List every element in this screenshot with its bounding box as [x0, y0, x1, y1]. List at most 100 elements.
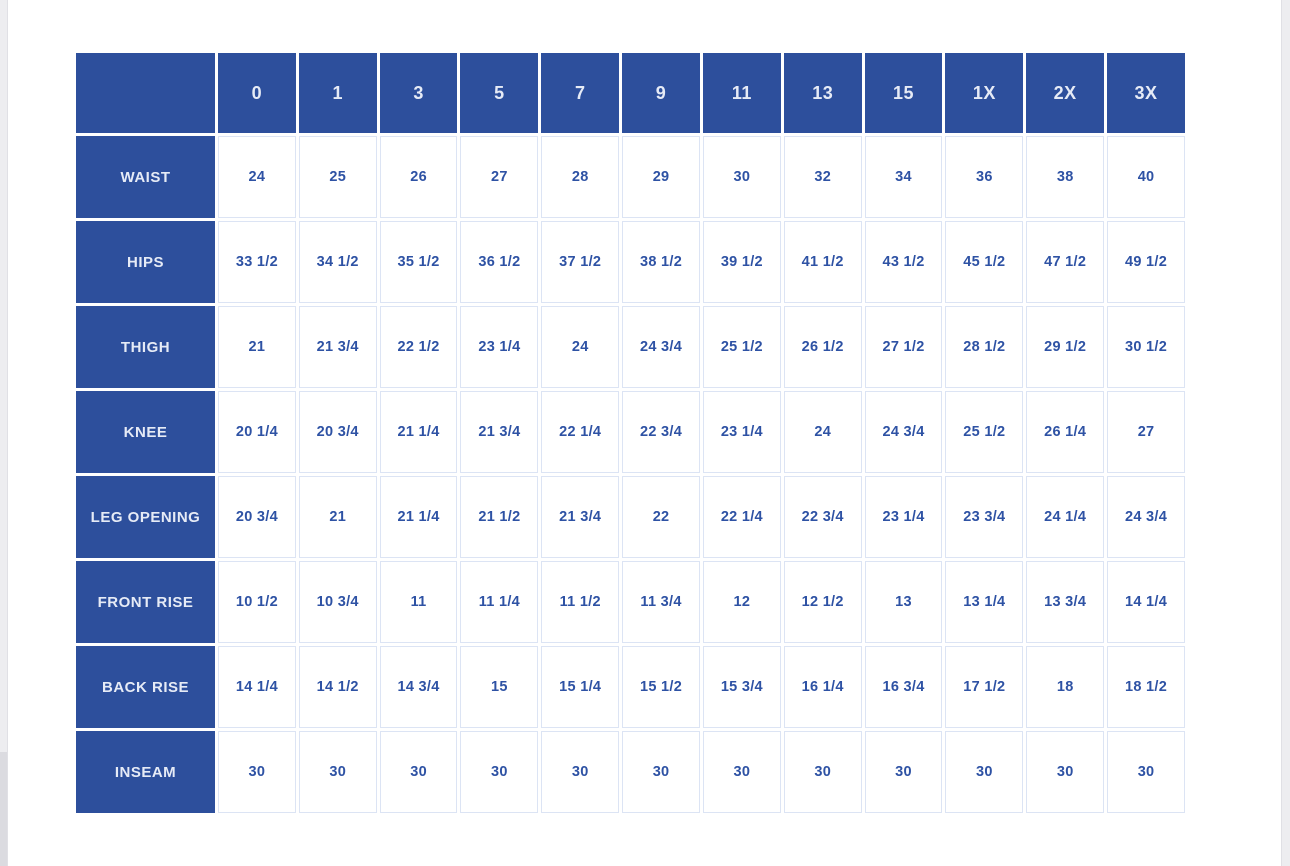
table-cell: 21 1/4 — [379, 391, 458, 473]
table-cell: 14 1/4 — [1107, 561, 1185, 643]
table-cell: 41 1/2 — [783, 221, 862, 303]
table-cell: 30 — [783, 731, 862, 813]
table-cell: 15 1/4 — [541, 646, 620, 728]
column-header-7: 7 — [541, 53, 620, 133]
table-row-waist: WAIST 24 25 26 27 28 29 30 32 34 36 38 40 — [76, 136, 1185, 218]
table-cell: 11 1/2 — [541, 561, 620, 643]
table-row-inseam: INSEAM 30 30 30 30 30 30 30 30 30 30 30 30 — [76, 731, 1185, 813]
table-cell: 30 — [1107, 731, 1185, 813]
table-cell: 25 1/2 — [945, 391, 1024, 473]
table-cell: 24 3/4 — [1107, 476, 1185, 558]
column-header-9: 9 — [622, 53, 700, 133]
table-cell: 49 1/2 — [1107, 221, 1185, 303]
table-cell: 11 3/4 — [622, 561, 700, 643]
table-cell: 20 3/4 — [298, 391, 377, 473]
table-cell: 22 1/4 — [702, 476, 781, 558]
column-header-1: 1 — [298, 53, 377, 133]
table-cell: 13 — [864, 561, 943, 643]
table-cell: 20 3/4 — [218, 476, 296, 558]
table-row-back-rise: BACK RISE 14 1/4 14 1/2 14 3/4 15 15 1/4 15 1/… — [76, 646, 1185, 728]
table-cell: 24 1/4 — [1026, 476, 1105, 558]
scrollbar-thumb[interactable] — [0, 752, 7, 866]
row-label: KNEE — [76, 391, 215, 473]
table-cell: 47 1/2 — [1026, 221, 1105, 303]
table-cell: 22 — [622, 476, 700, 558]
column-header-3x: 3X — [1107, 53, 1185, 133]
table-cell: 33 1/2 — [218, 221, 296, 303]
table-cell: 23 1/4 — [864, 476, 943, 558]
table-cell: 39 1/2 — [702, 221, 781, 303]
table-cell: 30 — [541, 731, 620, 813]
table-cell: 26 1/2 — [783, 306, 862, 388]
table-cell: 21 1/4 — [379, 476, 458, 558]
table-cell: 34 1/2 — [298, 221, 377, 303]
row-label: HIPS — [76, 221, 215, 303]
table-cell: 20 1/4 — [218, 391, 296, 473]
table-cell: 25 1/2 — [702, 306, 781, 388]
table-cell: 21 — [218, 306, 296, 388]
column-header-15: 15 — [864, 53, 943, 133]
table-cell: 18 1/2 — [1107, 646, 1185, 728]
table-cell: 30 — [702, 136, 781, 218]
table-cell: 24 — [783, 391, 862, 473]
table-cell: 15 3/4 — [702, 646, 781, 728]
table-cell: 14 3/4 — [379, 646, 458, 728]
table-cell: 45 1/2 — [945, 221, 1024, 303]
table-cell: 13 1/4 — [945, 561, 1024, 643]
header-row: 0 1 3 5 7 9 11 13 15 1X 2X 3X — [76, 53, 1185, 133]
table-cell: 40 — [1107, 136, 1185, 218]
table-row-front-rise: FRONT RISE 10 1/2 10 3/4 11 11 1/4 11 1/2 11 3… — [76, 561, 1185, 643]
table-cell: 35 1/2 — [379, 221, 458, 303]
table-row-thigh: THIGH 21 21 3/4 22 1/2 23 1/4 24 24 3/4 25 1/2 2… — [76, 306, 1185, 388]
table-cell: 12 1/2 — [783, 561, 862, 643]
table-cell: 36 1/2 — [460, 221, 539, 303]
table-cell: 27 1/2 — [864, 306, 943, 388]
table-cell: 21 3/4 — [460, 391, 539, 473]
table-cell: 38 — [1026, 136, 1105, 218]
table-cell: 30 — [1026, 731, 1105, 813]
table-cell: 17 1/2 — [945, 646, 1024, 728]
table-cell: 24 — [541, 306, 620, 388]
page-edge-left — [0, 0, 8, 866]
size-chart-table: 0 1 3 5 7 9 11 13 15 1X 2X 3X WAIST 24 25 26 27 28 29 30 32… — [73, 50, 1188, 816]
table-cell: 10 1/2 — [218, 561, 296, 643]
table-cell: 34 — [864, 136, 943, 218]
table-cell: 38 1/2 — [622, 221, 700, 303]
column-header-1x: 1X — [945, 53, 1024, 133]
column-header-5: 5 — [460, 53, 539, 133]
table-cell: 30 — [945, 731, 1024, 813]
table-cell: 23 3/4 — [945, 476, 1024, 558]
table-cell: 24 3/4 — [864, 391, 943, 473]
table-cell: 22 1/2 — [379, 306, 458, 388]
row-label: WAIST — [76, 136, 215, 218]
table-row-hips: HIPS 33 1/2 34 1/2 35 1/2 36 1/2 37 1/2 38 1/2… — [76, 221, 1185, 303]
table-cell: 26 1/4 — [1026, 391, 1105, 473]
column-header-0: 0 — [218, 53, 296, 133]
table-cell: 21 3/4 — [298, 306, 377, 388]
table-cell: 28 — [541, 136, 620, 218]
table-header: 0 1 3 5 7 9 11 13 15 1X 2X 3X — [76, 53, 1185, 133]
table-cell: 32 — [783, 136, 862, 218]
table-cell: 11 — [379, 561, 458, 643]
table-cell: 22 1/4 — [541, 391, 620, 473]
row-label: LEG OPENING — [76, 476, 215, 558]
table-cell: 30 — [622, 731, 700, 813]
table-cell: 30 — [298, 731, 377, 813]
table-cell: 23 1/4 — [702, 391, 781, 473]
column-header-13: 13 — [783, 53, 862, 133]
table-cell: 24 — [218, 136, 296, 218]
table-cell: 27 — [1107, 391, 1185, 473]
table-cell: 21 — [298, 476, 377, 558]
table-cell: 26 — [379, 136, 458, 218]
table-cell: 13 3/4 — [1026, 561, 1105, 643]
table-cell: 30 — [218, 731, 296, 813]
table-cell: 10 3/4 — [298, 561, 377, 643]
table-cell: 18 — [1026, 646, 1105, 728]
page-edge-right — [1281, 0, 1290, 866]
table-cell: 30 — [864, 731, 943, 813]
column-header-11: 11 — [702, 53, 781, 133]
table-cell: 22 3/4 — [622, 391, 700, 473]
row-label: BACK RISE — [76, 646, 215, 728]
row-label: INSEAM — [76, 731, 215, 813]
